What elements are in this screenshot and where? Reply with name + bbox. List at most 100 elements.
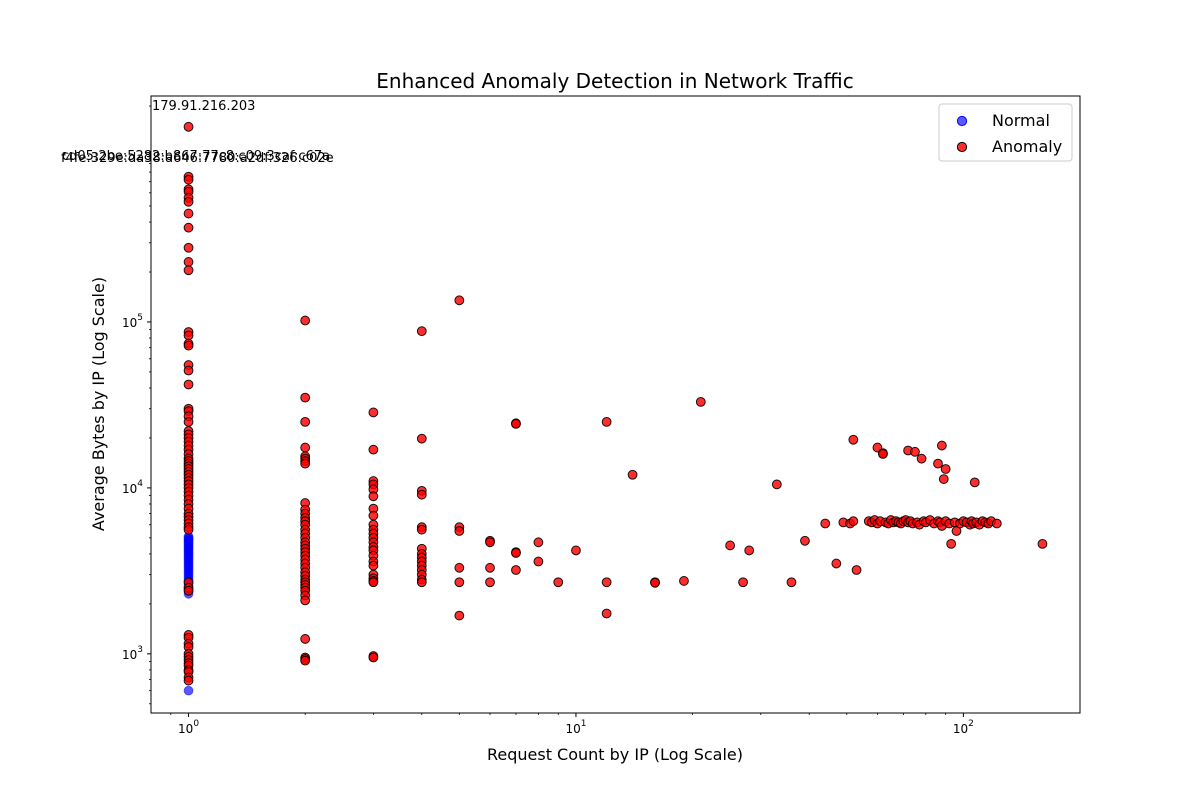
anomaly-point — [771, 479, 782, 490]
anomaly-point — [183, 524, 194, 535]
anomaly-point — [485, 562, 495, 573]
anomaly-point — [183, 265, 194, 276]
anomaly-point — [300, 442, 311, 453]
anomaly-point — [725, 540, 736, 551]
anomaly-point — [969, 477, 980, 488]
y-tick-label: 105 — [122, 313, 143, 330]
anomaly-point — [936, 440, 947, 451]
anomaly-point — [553, 577, 564, 588]
anomaly-point — [183, 208, 194, 219]
anomaly-point — [571, 545, 581, 556]
anomaly-point — [300, 392, 311, 403]
anomaly-point — [416, 326, 427, 337]
anomaly-point — [300, 315, 311, 326]
y-axis-title: Average Bytes by IP (Log Scale) — [89, 277, 108, 531]
anomaly-point — [601, 608, 612, 619]
y-tick-label: 104 — [122, 479, 143, 496]
anomaly-point — [183, 242, 194, 253]
anomaly-point — [300, 655, 311, 666]
anomaly-point — [183, 585, 194, 596]
anomaly-point — [601, 416, 612, 427]
anomaly-point — [848, 516, 859, 527]
anomaly-point — [454, 295, 465, 306]
anomaly-point — [533, 556, 544, 567]
anomaly-point — [800, 535, 810, 546]
legend-marker — [956, 141, 968, 153]
anomaly-point — [300, 416, 311, 427]
anomaly-point — [511, 548, 521, 558]
y-tick-label: 103 — [122, 645, 143, 662]
x-tick-label: 101 — [565, 719, 586, 736]
anomaly-point — [300, 595, 311, 606]
x-axis-title: Request Count by IP (Log Scale) — [487, 745, 743, 764]
anomaly-point — [695, 396, 706, 407]
anomaly-point — [511, 419, 521, 429]
anomaly-point — [910, 446, 920, 457]
anomaly-point — [416, 524, 427, 535]
anomaly-point — [511, 565, 521, 575]
anomaly-point — [183, 365, 194, 376]
anomaly-point — [991, 518, 1002, 529]
anomaly-point — [368, 577, 379, 588]
anomaly-point — [1037, 538, 1048, 549]
anomaly-point — [485, 537, 495, 548]
anomaly-point — [738, 577, 748, 588]
anomaly-point — [183, 121, 194, 132]
anomaly-point — [183, 340, 194, 351]
anomaly-point — [679, 576, 689, 586]
anomaly-point — [627, 469, 638, 480]
point-annotation: 179.91.216.203 — [152, 99, 255, 114]
anomaly-point — [650, 577, 660, 588]
legend-box — [938, 103, 1073, 162]
anomaly-point — [820, 518, 831, 529]
anomaly-point — [938, 474, 949, 484]
anomaly-point — [831, 558, 842, 569]
x-tick-label: 102 — [953, 719, 974, 736]
anomaly-point — [183, 330, 194, 341]
legend-label: Anomaly — [992, 137, 1062, 156]
anomaly-point — [368, 444, 379, 455]
anomaly-point — [454, 577, 465, 588]
anomaly-point — [848, 434, 859, 445]
anomaly-point — [786, 577, 797, 588]
plot-frame — [150, 95, 1081, 714]
point-annotation: f4fe:329e:da38:a646:7780:a2df:326:c02e — [61, 151, 334, 166]
anomaly-point — [416, 489, 427, 500]
anomaly-point — [183, 257, 194, 267]
normal-point — [183, 685, 194, 696]
anomaly-point — [368, 652, 379, 663]
anomaly-point — [916, 453, 927, 464]
anomaly-point — [368, 560, 379, 571]
anomaly-point — [878, 449, 888, 459]
anomaly-point — [183, 416, 194, 427]
anomaly-point — [933, 458, 943, 469]
anomaly-point — [368, 407, 379, 418]
anomaly-point — [454, 562, 465, 573]
legend-label: Normal — [992, 111, 1050, 130]
anomaly-point — [416, 577, 427, 588]
x-tick-label: 100 — [178, 719, 199, 736]
anomaly-point — [946, 538, 957, 549]
anomaly-point — [368, 491, 379, 502]
anomaly-point — [485, 577, 495, 588]
anomaly-point — [183, 174, 194, 185]
anomaly-point — [851, 565, 862, 575]
legend: Normal Anomaly — [938, 103, 1073, 162]
anomaly-point — [454, 610, 465, 621]
anomaly-point — [300, 634, 311, 644]
anomaly-point — [368, 510, 379, 521]
anomaly-point — [183, 222, 194, 233]
anomaly-point — [183, 675, 194, 686]
anomaly-point — [454, 526, 465, 536]
point-annotation: cd05:2be:5282:b867:77c8:c09:3caf:c67a — [62, 149, 330, 164]
anomaly-point — [183, 379, 194, 390]
anomaly-point — [601, 577, 612, 588]
anomaly-point — [300, 458, 311, 469]
anomaly-point — [183, 196, 194, 207]
anomaly-point — [940, 464, 951, 474]
chart-title: Enhanced Anomaly Detection in Network Tr… — [376, 69, 853, 93]
anomaly-point — [533, 537, 544, 548]
plot-area: 100 101 102 103 104 105 179.91.216.203 cd05:2be… — [61, 95, 1081, 736]
legend-marker — [956, 115, 968, 127]
